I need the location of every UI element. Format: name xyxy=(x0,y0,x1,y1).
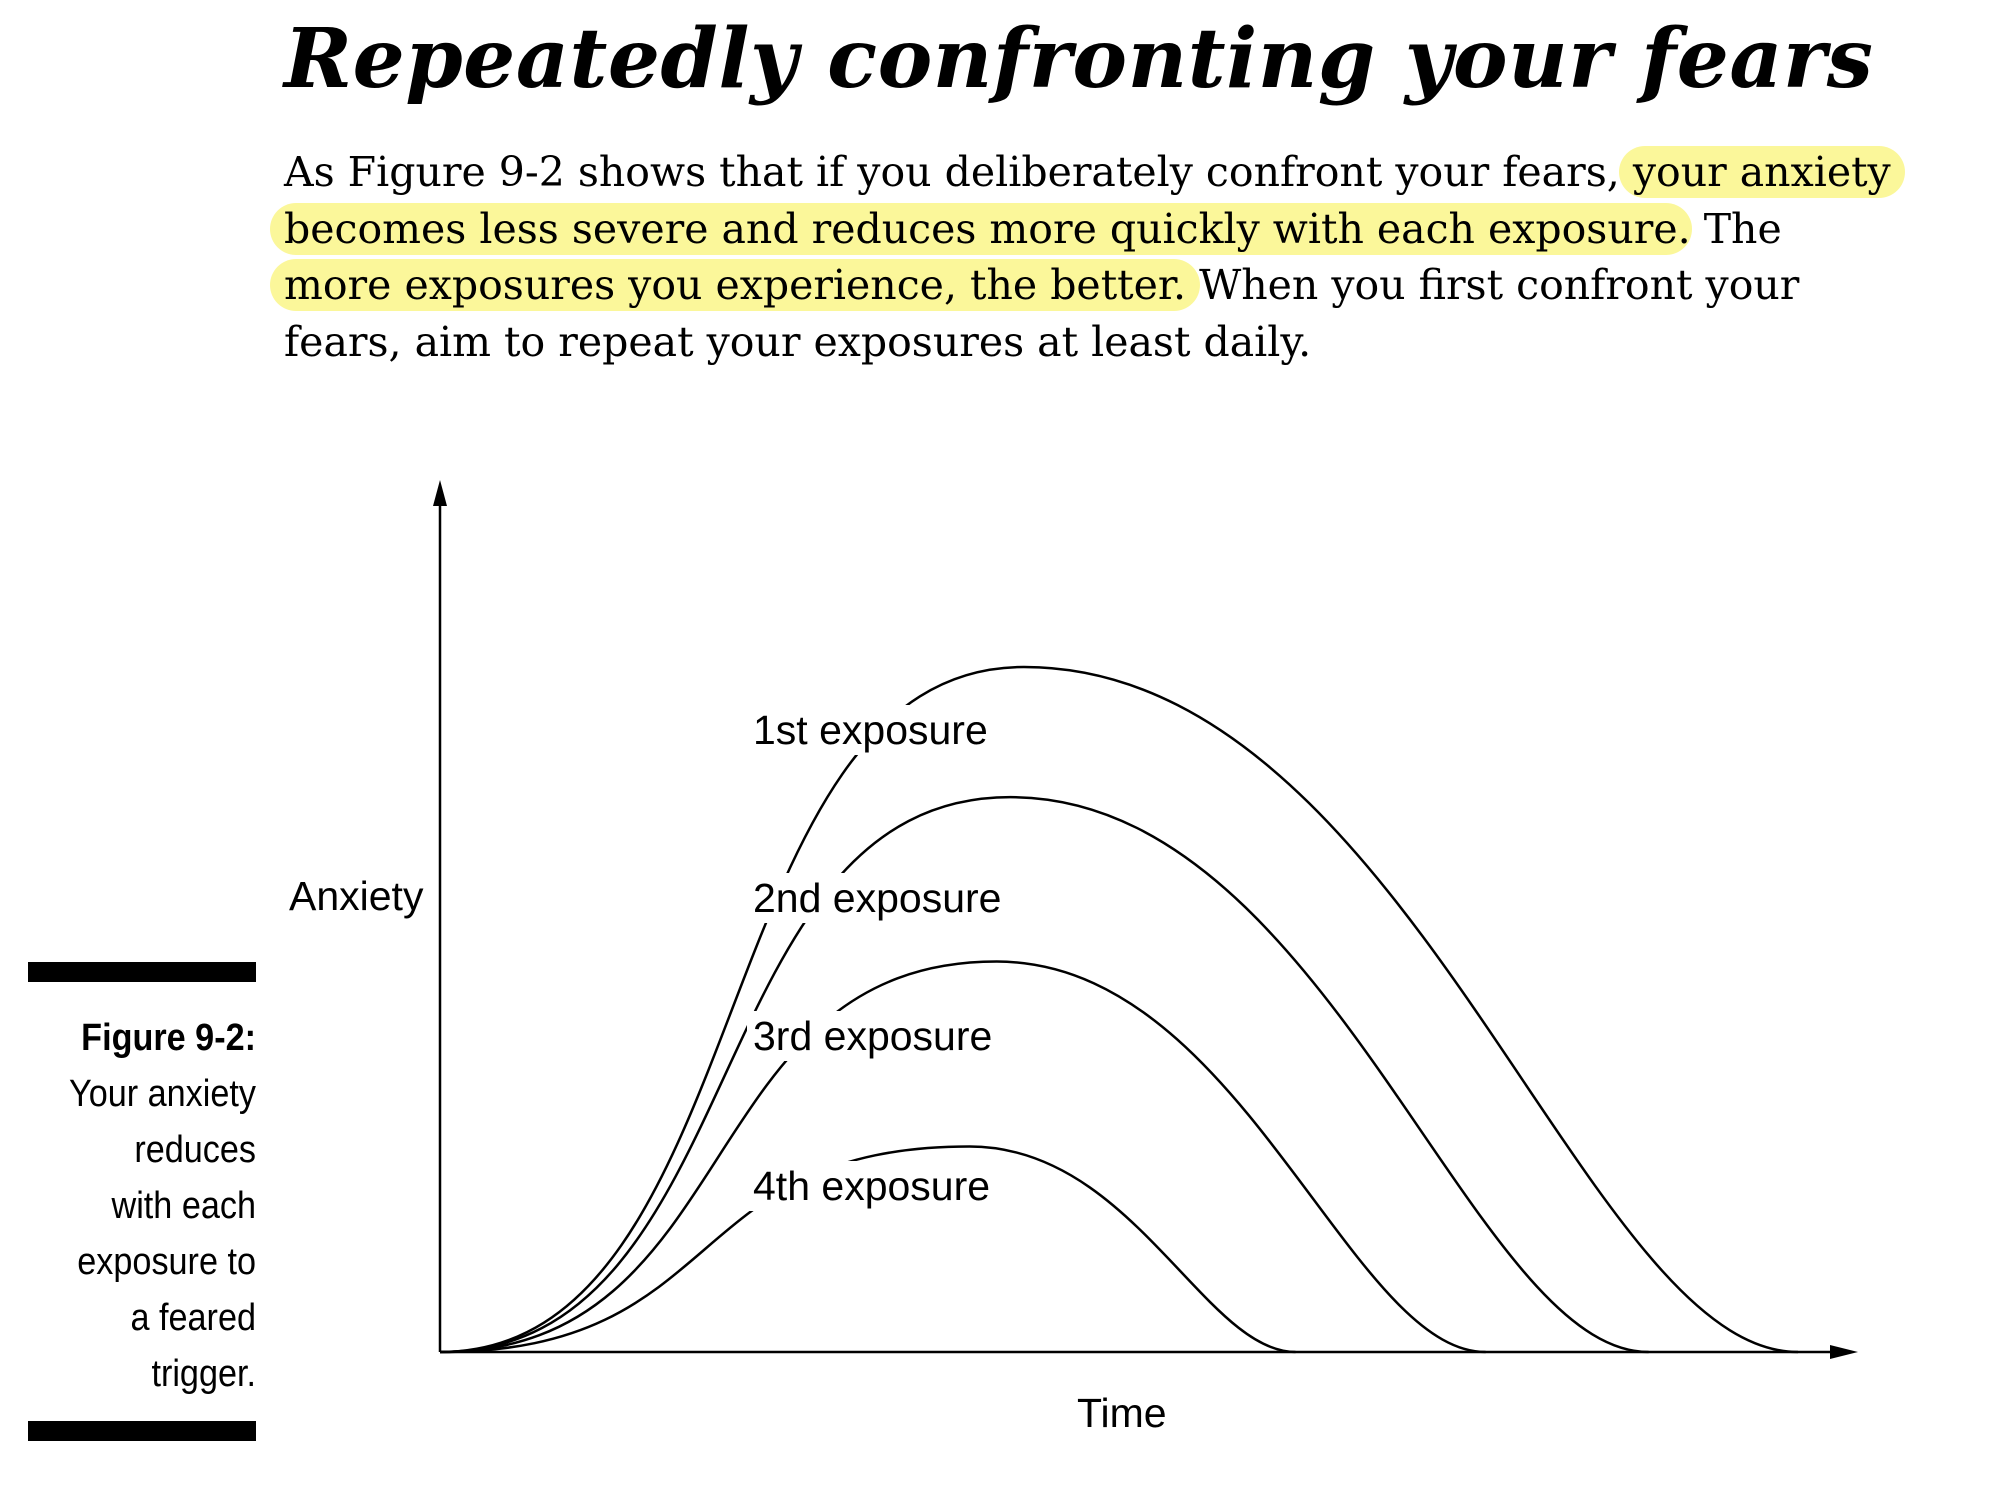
series-label-background-2 xyxy=(747,873,1008,923)
series-label-3: 3rd exposure xyxy=(753,1013,992,1059)
series-curve-2 xyxy=(439,795,1649,1354)
paragraph-text: . The xyxy=(1677,204,1782,253)
figure-caption: Figure 9-2: Your anxiety reduces with ea… xyxy=(35,1010,256,1402)
caption-line: Your anxiety xyxy=(69,1073,256,1115)
series-label-background-3 xyxy=(747,1011,999,1061)
caption-bottom-rule xyxy=(28,1421,256,1441)
caption-line: a feared xyxy=(130,1297,256,1339)
paragraph-line-2: becomes less severe and reduces more qui… xyxy=(270,201,2004,258)
label-backgrounds xyxy=(747,705,1008,1211)
series-label-4: 4th exposure xyxy=(753,1163,990,1209)
highlighted-text: becomes less severe and reduces more qui… xyxy=(270,202,1692,255)
body-paragraph: As Figure 9-2 shows that if you delibera… xyxy=(270,144,2004,371)
highlighted-text: your anxiety xyxy=(1618,146,1905,198)
series-label-2: 2nd exposure xyxy=(753,875,1001,921)
x-axis-label: Time xyxy=(1077,1390,1167,1436)
series-curve-4 xyxy=(439,1145,1296,1354)
paragraph-text: When you first confront your xyxy=(1186,261,1800,309)
caption-line: exposure to xyxy=(77,1241,256,1283)
series-label-background-4 xyxy=(747,1161,997,1211)
series-label-background-1 xyxy=(747,705,994,755)
caption-line: trigger. xyxy=(151,1353,256,1395)
caption-line: with each xyxy=(111,1185,257,1227)
paragraph-line-3: more exposures you experience, the bette… xyxy=(270,257,2004,314)
caption-top-rule xyxy=(28,962,256,982)
series-curve-1 xyxy=(439,665,1799,1354)
paragraph-line-4: fears, aim to repeat your exposures at l… xyxy=(284,314,2004,371)
paragraph-text: fears, aim to repeat your exposures at l… xyxy=(284,317,1312,366)
paragraph-text: As Figure 9-2 shows that if you delibera… xyxy=(284,148,1620,196)
paragraph-line-1: As Figure 9-2 shows that if you delibera… xyxy=(284,144,2004,201)
series-curve-3 xyxy=(439,960,1486,1354)
highlighted-text: more exposures you experience, the bette… xyxy=(270,259,1201,311)
series-label-1: 1st exposure xyxy=(753,707,988,753)
y-axis-label: Anxiety xyxy=(289,873,424,919)
y-axis xyxy=(433,480,447,1352)
caption-label: Figure 9-2: xyxy=(81,1017,256,1059)
page-heading: Repeatedly confronting your fears xyxy=(284,11,1874,107)
y-axis-arrow-icon xyxy=(433,480,447,506)
series-curves xyxy=(439,665,1799,1354)
x-axis xyxy=(440,1345,1858,1359)
x-axis-arrow-icon xyxy=(1830,1345,1858,1359)
caption-line: reduces xyxy=(134,1129,256,1171)
